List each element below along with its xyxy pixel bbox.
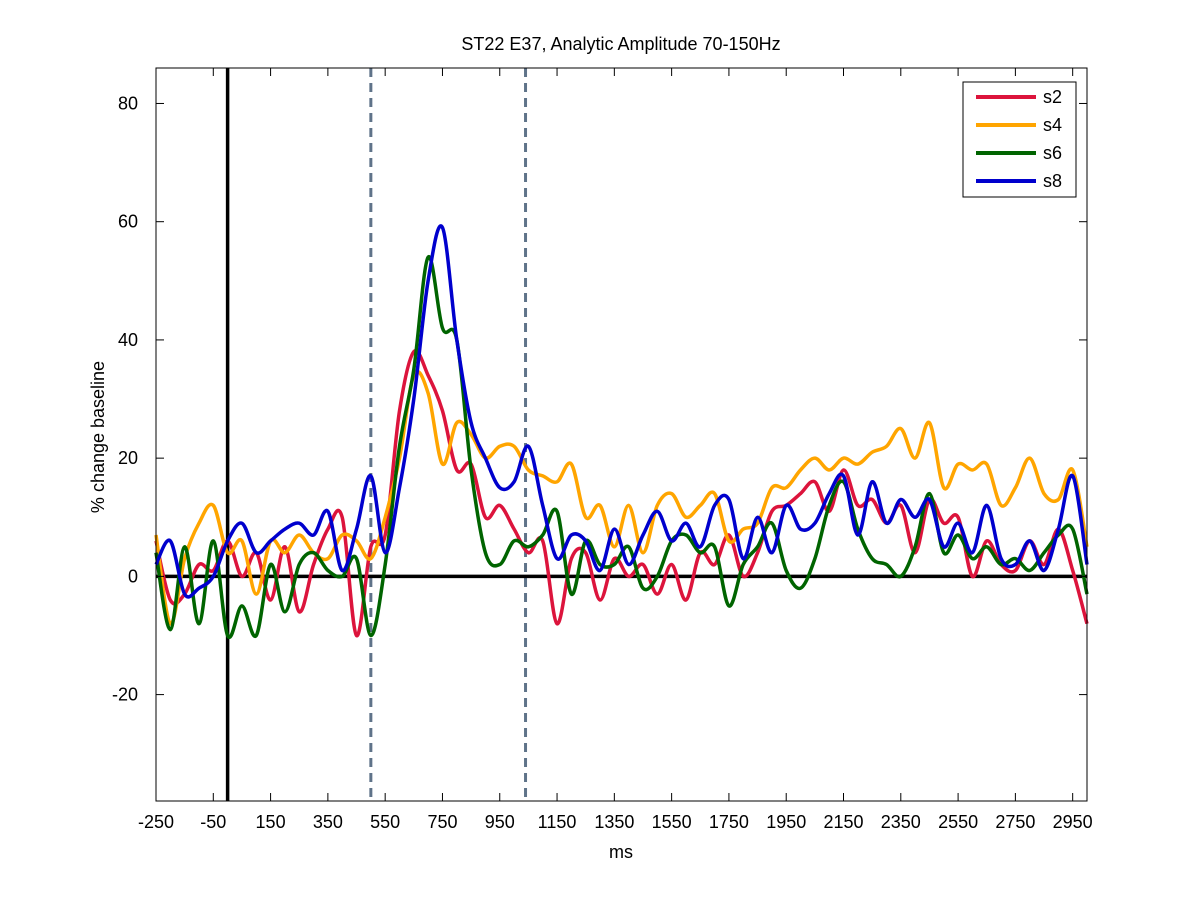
y-tick-label: 0	[128, 566, 138, 586]
x-axis-label: ms	[609, 842, 633, 862]
y-tick-label: 20	[118, 448, 138, 468]
x-tick-label: 1950	[766, 812, 806, 832]
legend-label-s2: s2	[1043, 87, 1062, 107]
plot-area	[156, 68, 1087, 801]
axes	[155, 67, 1088, 802]
x-tick-label: 1750	[709, 812, 749, 832]
x-tick-label: 2950	[1053, 812, 1093, 832]
legend-label-s8: s8	[1043, 171, 1062, 191]
series-line-s6	[154, 255, 1089, 640]
x-tick-label: 950	[485, 812, 515, 832]
x-tick-label: 750	[427, 812, 457, 832]
x-tick-label: 550	[370, 812, 400, 832]
y-tick-label: 60	[118, 212, 138, 232]
y-tick-label: 80	[118, 93, 138, 113]
x-tick-label: 1350	[594, 812, 634, 832]
series-lines	[154, 224, 1089, 640]
axes-box	[155, 67, 1088, 802]
legend: s2 s4 s6 s8	[962, 81, 1077, 198]
y-ticks: -20 0 20 40 60 80	[112, 93, 1087, 705]
x-tick-label: 2750	[995, 812, 1035, 832]
legend-label-s4: s4	[1043, 115, 1062, 135]
x-tick-label: 2350	[881, 812, 921, 832]
chart-title: ST22 E37, Analytic Amplitude 70-150Hz	[461, 34, 780, 54]
x-tick-label: 1150	[538, 812, 577, 832]
series-line-s4	[154, 369, 1089, 626]
x-tick-label: 2150	[823, 812, 863, 832]
y-axis-label: % change baseline	[88, 361, 108, 513]
series-line-s8	[154, 224, 1089, 599]
x-tick-label: 1550	[652, 812, 692, 832]
y-tick-label: -20	[112, 685, 138, 705]
x-tick-label: 350	[313, 812, 343, 832]
x-ticks: -250 -50 150 350 550 750 950 1150 1350 1550 1750 19…	[138, 68, 1093, 832]
x-tick-label: 2550	[938, 812, 978, 832]
x-tick-label: 150	[256, 812, 286, 832]
x-tick-label: -250	[138, 812, 174, 832]
y-tick-label: 40	[118, 330, 138, 350]
legend-box	[962, 81, 1077, 198]
x-tick-label: -50	[200, 812, 226, 832]
legend-label-s6: s6	[1043, 143, 1062, 163]
